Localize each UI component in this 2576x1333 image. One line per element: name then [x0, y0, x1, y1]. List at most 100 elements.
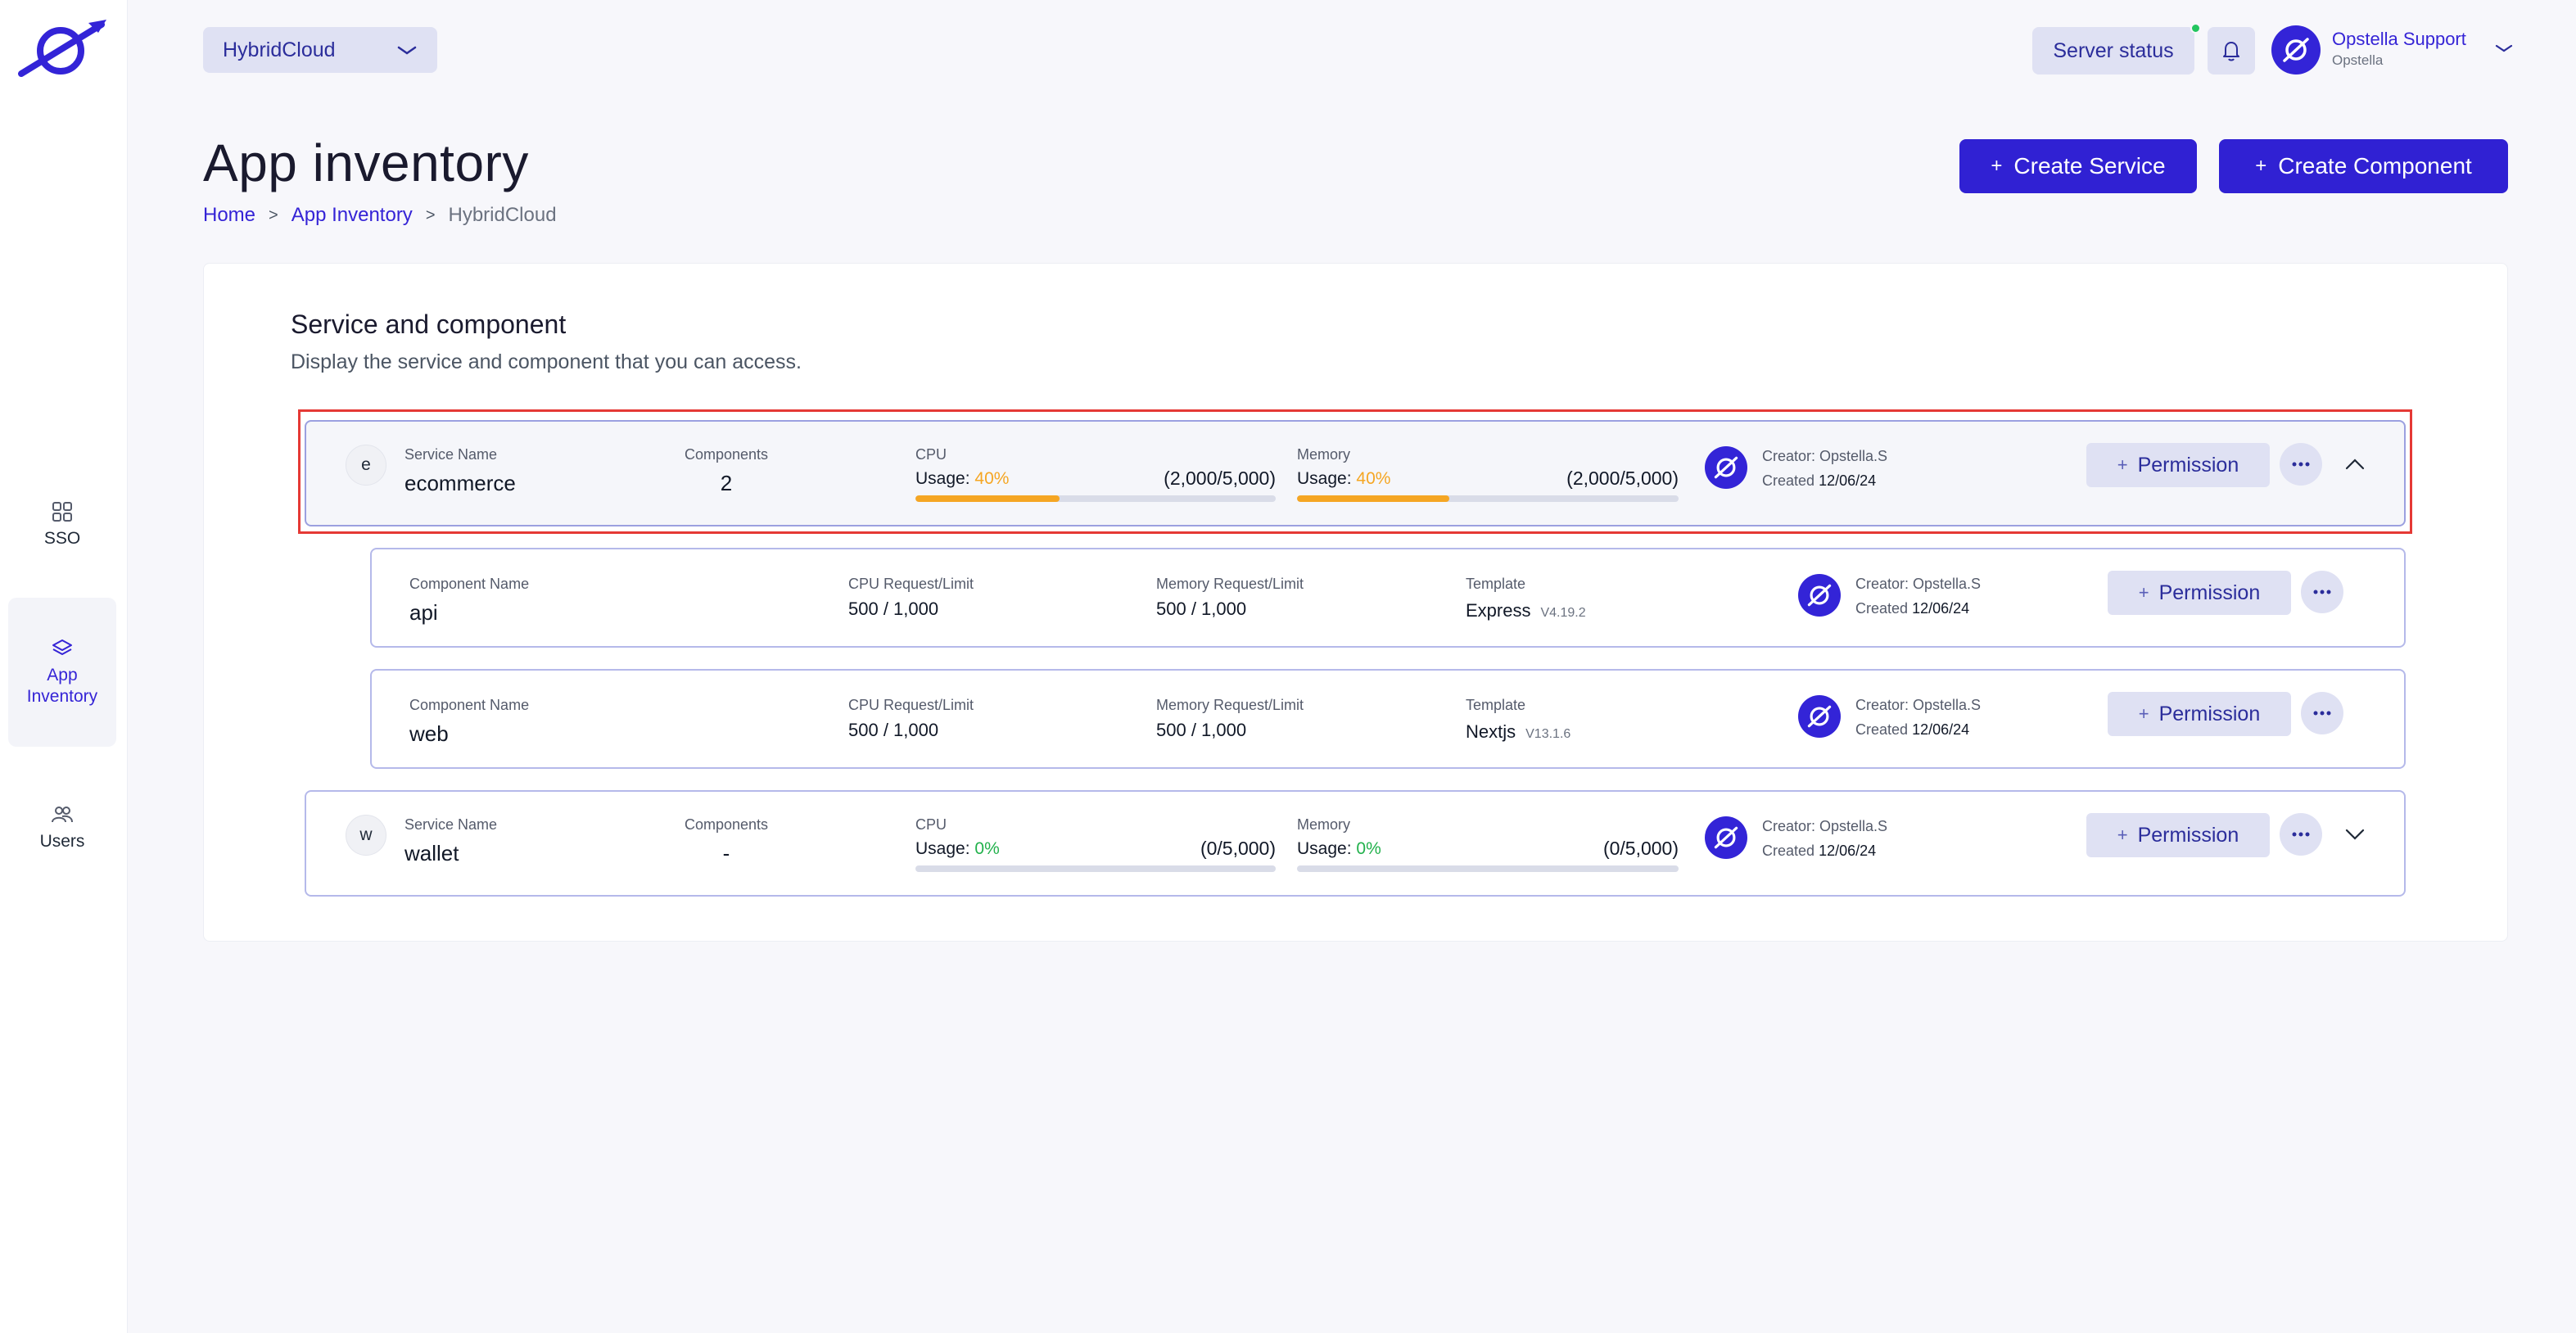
- chevron-down-icon[interactable]: [2494, 41, 2514, 56]
- memory-request-label: Memory Request/Limit: [1156, 697, 1304, 713]
- more-options-button[interactable]: [2301, 571, 2343, 613]
- service-row-ecommerce[interactable]: e Service Name ecommerce Components 2 CP…: [305, 420, 2406, 526]
- permission-label: Permission: [2158, 581, 2261, 604]
- permission-label: Permission: [2158, 702, 2261, 725]
- server-status-button[interactable]: Server status: [2032, 27, 2194, 75]
- cpu-usage-bar: [915, 495, 1276, 502]
- breadcrumb-current: HybridCloud: [448, 204, 557, 226]
- created-label: Created: [1762, 472, 1815, 489]
- cpu-request-label: CPU Request/Limit: [848, 697, 974, 713]
- template-version: V13.1.6: [1525, 727, 1571, 741]
- sidebar-item-app-inventory[interactable]: App Inventory: [8, 598, 116, 747]
- creator-avatar: [1705, 446, 1747, 489]
- created-value: 12/06/24: [1819, 843, 1877, 859]
- cpu-usage-ratio: (0/5,000): [1200, 838, 1276, 859]
- plus-icon: +: [1991, 155, 2003, 177]
- permission-button[interactable]: + Permission: [2108, 571, 2291, 615]
- creator-name: Creator: Opstella.S: [1855, 697, 1982, 713]
- opstella-logo-icon: [2283, 38, 2309, 62]
- opstella-logo-icon: [1807, 584, 1832, 607]
- template-value: Nextjs V13.1.6: [1466, 721, 1570, 743]
- permission-button[interactable]: + Permission: [2086, 443, 2270, 487]
- breadcrumb-app-inventory[interactable]: App Inventory: [291, 204, 413, 226]
- cpu-request-value: 500 / 1,000: [848, 720, 939, 740]
- more-horizontal-icon: [2313, 711, 2331, 716]
- created-value: 12/06/24: [1912, 721, 1970, 738]
- more-horizontal-icon: [2292, 832, 2310, 837]
- opstella-logo-icon: [1714, 456, 1738, 479]
- create-service-label: Create Service: [2013, 153, 2166, 178]
- more-horizontal-icon: [2313, 590, 2331, 594]
- memory-usage-ratio: (0/5,000): [1602, 838, 1679, 859]
- cpu-label: CPU: [915, 446, 947, 463]
- sidebar-item-users[interactable]: Users: [8, 791, 116, 865]
- sidebar-item-label: SSO: [43, 529, 81, 548]
- created-label: Created: [1762, 843, 1815, 859]
- component-row-web[interactable]: Component Name web CPU Request/Limit 500…: [370, 669, 2406, 769]
- components-label: Components: [684, 446, 769, 463]
- creator-name: Creator: Opstella.S: [1855, 576, 1982, 592]
- sidebar-item-sso[interactable]: SSO: [8, 488, 116, 562]
- card-subtitle: Display the service and component that y…: [291, 350, 802, 373]
- component-name: api: [409, 600, 438, 625]
- cpu-usage-bar: [915, 865, 1276, 872]
- opstella-logo-icon: [1714, 826, 1738, 849]
- service-name: wallet: [404, 841, 459, 865]
- breadcrumb-separator: >: [425, 206, 436, 224]
- creator-name: Creator: Opstella.S: [1762, 448, 1888, 464]
- template-name: Nextjs: [1466, 721, 1516, 742]
- created-date: Created 12/06/24: [1762, 843, 1876, 860]
- cpu-usage: Usage: 0%: [915, 839, 1000, 859]
- memory-usage-bar: [1297, 495, 1679, 502]
- create-component-button[interactable]: + Create Component: [2219, 139, 2508, 193]
- chevron-up-icon[interactable]: [2343, 456, 2366, 472]
- permission-button[interactable]: + Permission: [2086, 813, 2270, 857]
- sidebar-item-label: App Inventory: [26, 666, 98, 706]
- user-avatar[interactable]: [2271, 25, 2321, 75]
- create-service-button[interactable]: + Create Service: [1959, 139, 2197, 193]
- create-component-label: Create Component: [2278, 153, 2472, 178]
- service-letter-avatar: e: [346, 445, 386, 486]
- chevron-down-icon[interactable]: [2343, 826, 2366, 843]
- created-date: Created 12/06/24: [1855, 721, 1969, 739]
- breadcrumb-home[interactable]: Home: [203, 204, 256, 226]
- created-value: 12/06/24: [1912, 600, 1970, 617]
- template-value: Express V4.19.2: [1466, 600, 1586, 621]
- server-status-dot: [2190, 23, 2201, 34]
- component-name-label: Component Name: [409, 576, 530, 592]
- component-row-api[interactable]: Component Name api CPU Request/Limit 500…: [370, 548, 2406, 648]
- plus-icon: +: [2255, 155, 2267, 177]
- card-title: Service and component: [291, 310, 567, 339]
- service-row-wallet[interactable]: w Service Name wallet Components - CPU U…: [305, 790, 2406, 897]
- more-options-button[interactable]: [2280, 813, 2322, 856]
- usage-label: Usage:: [1297, 469, 1352, 488]
- cpu-usage-percent: 40%: [974, 469, 1010, 488]
- notifications-button[interactable]: [2208, 27, 2255, 75]
- component-name: web: [409, 721, 449, 746]
- breadcrumb-separator: >: [269, 206, 278, 224]
- memory-request-value: 500 / 1,000: [1156, 599, 1247, 619]
- creator-avatar: [1798, 695, 1841, 738]
- more-horizontal-icon: [2292, 462, 2310, 467]
- template-label: Template: [1466, 576, 1526, 592]
- user-name[interactable]: Opstella Support: [2332, 29, 2466, 49]
- sidebar-item-label: Users: [39, 832, 85, 851]
- more-options-button[interactable]: [2280, 443, 2322, 486]
- cloud-select-value: HybridCloud: [223, 38, 336, 61]
- plus-icon: +: [2117, 454, 2128, 475]
- cpu-request-value: 500 / 1,000: [848, 599, 939, 619]
- service-letter-avatar: w: [346, 815, 386, 856]
- more-options-button[interactable]: [2301, 692, 2343, 734]
- template-name: Express: [1466, 600, 1531, 621]
- permission-button[interactable]: + Permission: [2108, 692, 2291, 736]
- server-status-label: Server status: [2053, 38, 2174, 62]
- opstella-logo-icon[interactable]: [16, 18, 108, 84]
- template-version: V4.19.2: [1540, 606, 1586, 620]
- memory-label: Memory: [1297, 446, 1351, 463]
- users-icon: [52, 807, 73, 823]
- cpu-usage-bar-fill: [915, 495, 1060, 502]
- page-title: App inventory: [203, 133, 529, 192]
- opstella-logo-icon: [1807, 705, 1832, 728]
- cloud-select[interactable]: HybridCloud: [203, 27, 437, 73]
- usage-label: Usage:: [1297, 839, 1352, 858]
